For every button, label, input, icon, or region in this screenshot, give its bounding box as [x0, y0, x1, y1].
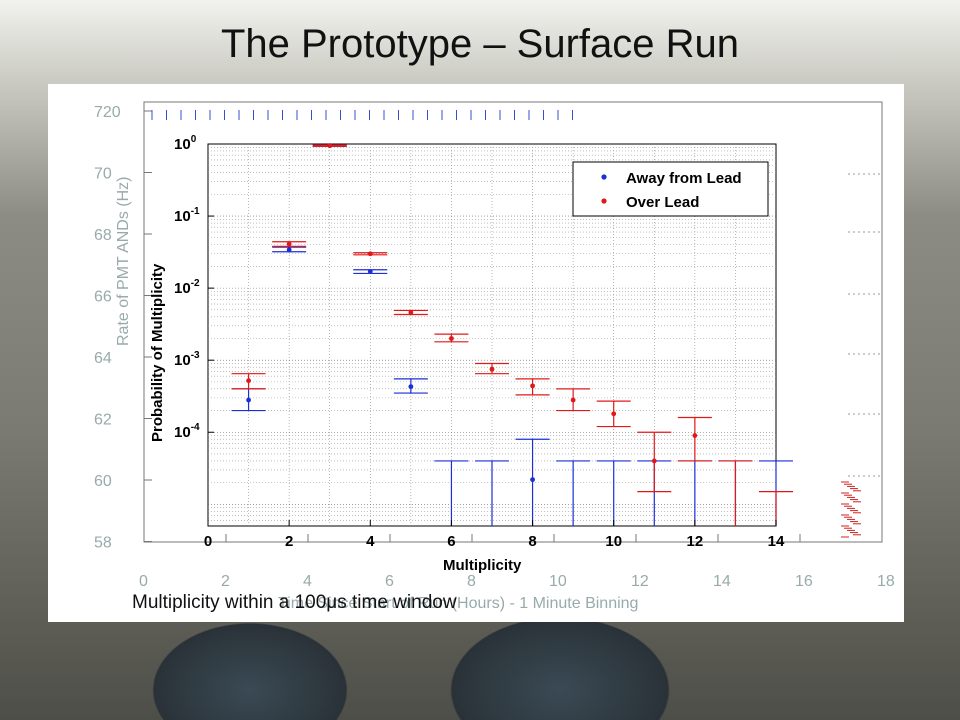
background-xtick-label: 6	[385, 573, 394, 590]
data-point	[489, 366, 495, 372]
data-point	[449, 336, 454, 341]
data-point	[651, 458, 657, 464]
legend-label-over: Over Lead	[626, 194, 699, 211]
y-tick-label: 10-4	[174, 422, 200, 441]
x-tick-label: 10	[605, 533, 622, 550]
background-xtick-label: 14	[713, 573, 731, 590]
legend-box	[572, 161, 769, 217]
background-xlabel: Time Since Start of Run (Hours) - 1 Minu…	[278, 595, 638, 612]
background-ytick-label: 70	[94, 166, 112, 183]
data-point	[246, 397, 251, 403]
background-xtick-label: 2	[221, 573, 230, 590]
legend: Away from Lead Over Lead	[572, 161, 769, 217]
data-point	[408, 310, 414, 315]
background-xtick-label: 12	[631, 573, 649, 590]
y-tick-label: 10-2	[174, 278, 200, 297]
x-tick-label: 12	[687, 533, 704, 550]
background-xtick-label: 10	[549, 573, 567, 590]
data-point	[570, 397, 576, 403]
figure-panel: Rate of PMT ANDs (Hz) Time Since Start o…	[48, 84, 904, 622]
background-ylabel: Rate of PMT ANDs (Hz)	[115, 176, 132, 346]
y-tick-label: 100	[174, 134, 197, 153]
background-ytick-label: 68	[94, 227, 112, 244]
x-tick-label: 2	[285, 533, 293, 550]
data-point	[530, 477, 535, 483]
background-xtick-label: 8	[467, 573, 476, 590]
background-xtick-label: 16	[795, 573, 813, 590]
data-point	[611, 411, 617, 417]
legend-label-away: Away from Lead	[626, 170, 742, 187]
background-ytick-label: 64	[94, 350, 112, 367]
y-axis-label: Probability of Multiplicity	[149, 263, 166, 442]
y-tick-label: 10-1	[174, 206, 200, 225]
data-point	[530, 383, 535, 389]
background-xtick-label: 18	[877, 573, 895, 590]
x-tick-label: 6	[447, 533, 455, 550]
background-ytick-label: 62	[94, 412, 112, 429]
x-tick-label: 4	[366, 533, 375, 550]
background-xtick-label: 0	[139, 573, 148, 590]
x-tick-label: 14	[768, 533, 785, 550]
background-plot-frame	[143, 101, 883, 543]
background-time-plot: Rate of PMT ANDs (Hz) Time Since Start o…	[94, 101, 895, 612]
x-tick-label: 8	[528, 533, 536, 550]
data-point	[408, 384, 414, 389]
data-point	[327, 143, 333, 149]
data-point	[286, 247, 292, 253]
figure-svg: Rate of PMT ANDs (Hz) Time Since Start o…	[94, 101, 895, 612]
background-ytick-label: 58	[94, 535, 112, 552]
multiplicity-plot: 0 2 4 6 8 10 12 14 100 10-1 10-2 10-3 10-4 Multiplic…	[149, 134, 793, 574]
slide-title: The Prototype – Surface Run	[220, 22, 740, 66]
data-point	[367, 269, 373, 274]
data-point	[367, 251, 373, 257]
legend-marker-away	[601, 174, 607, 180]
background-ytick-label: 60	[94, 473, 112, 490]
background-xtick-label: 4	[303, 573, 312, 590]
x-axis-label: Multiplicity	[443, 557, 522, 574]
legend-marker-over	[601, 198, 607, 204]
y-tick-label: 10-3	[174, 350, 200, 369]
x-tick-label: 0	[204, 533, 212, 550]
background-ytick-label: 66	[94, 289, 112, 306]
data-point	[692, 433, 698, 438]
background-ytick-label: 720	[94, 104, 121, 121]
data-point	[246, 378, 251, 384]
caption: Multiplicity within a 100μs time window	[132, 592, 457, 613]
data-point	[286, 241, 292, 247]
